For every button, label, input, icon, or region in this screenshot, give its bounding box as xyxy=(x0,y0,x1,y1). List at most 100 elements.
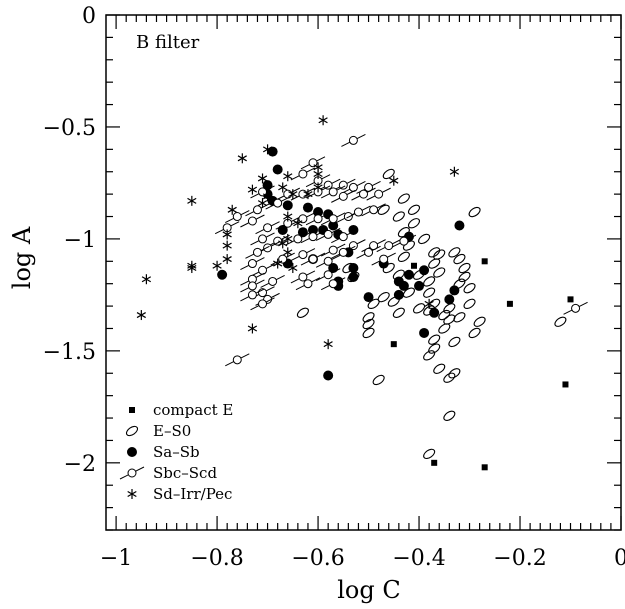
marker-stroke xyxy=(262,193,273,200)
marker-stroke xyxy=(313,170,323,177)
marker-stroke xyxy=(278,184,288,191)
series-filled-circle xyxy=(217,146,465,381)
marker-shape xyxy=(448,336,461,348)
marker-stroke xyxy=(237,155,247,162)
marker-shape xyxy=(419,265,430,276)
data-point xyxy=(293,218,303,229)
marker-shape xyxy=(323,256,333,266)
data-point xyxy=(348,263,359,274)
data-point xyxy=(423,287,436,298)
marker-stroke xyxy=(318,117,328,124)
data-point xyxy=(419,265,430,276)
data-point xyxy=(320,277,346,291)
data-point xyxy=(225,353,250,367)
marker-shape xyxy=(313,207,324,218)
marker-shape xyxy=(399,236,409,246)
marker-shape xyxy=(571,303,581,313)
data-point xyxy=(362,327,375,339)
data-point xyxy=(141,274,152,285)
marker-stroke xyxy=(212,262,222,269)
data-point xyxy=(262,191,273,202)
legend-marker xyxy=(129,407,135,413)
data-point xyxy=(397,251,410,262)
data-point xyxy=(227,204,237,215)
marker-shape xyxy=(267,146,278,157)
data-point xyxy=(463,283,476,294)
marker-shape xyxy=(362,327,375,339)
data-point xyxy=(433,267,446,278)
marker-shape xyxy=(413,303,426,314)
data-point xyxy=(240,257,265,270)
data-point xyxy=(245,245,270,259)
data-point xyxy=(433,363,446,374)
marker-stroke xyxy=(257,175,268,182)
marker-shape xyxy=(268,276,278,286)
data-point xyxy=(371,252,396,266)
data-point xyxy=(391,234,417,248)
data-point xyxy=(331,245,356,259)
marker-shape xyxy=(428,343,441,354)
data-point xyxy=(424,298,434,309)
data-point xyxy=(315,254,341,268)
data-point xyxy=(448,336,461,348)
data-point xyxy=(348,271,359,282)
data-point xyxy=(255,241,280,255)
marker-shape xyxy=(372,374,385,386)
marker-shape xyxy=(298,169,308,179)
data-point xyxy=(443,372,456,383)
marker-shape xyxy=(127,447,137,457)
marker-stroke xyxy=(187,265,197,272)
x-tick-label: 0 xyxy=(614,546,625,571)
marker-shape xyxy=(431,459,438,466)
data-point xyxy=(376,239,401,253)
data-point xyxy=(444,294,455,305)
marker-stroke xyxy=(247,186,258,193)
data-point xyxy=(403,269,414,280)
data-point xyxy=(250,185,275,199)
marker-shape xyxy=(323,180,333,190)
data-point xyxy=(567,296,574,303)
marker-stroke xyxy=(389,177,399,184)
data-point xyxy=(443,314,456,325)
marker-shape xyxy=(410,262,417,269)
data-point xyxy=(265,196,290,210)
legend-marker xyxy=(119,466,145,480)
marker-shape xyxy=(308,158,318,168)
marker-shape xyxy=(296,307,309,318)
marker-shape xyxy=(258,187,268,197)
data-point xyxy=(418,233,431,245)
marker-shape xyxy=(414,280,425,291)
data-point xyxy=(305,212,331,226)
data-point xyxy=(320,185,346,199)
marker-shape xyxy=(449,285,460,296)
data-point xyxy=(453,253,466,265)
marker-shape xyxy=(328,220,339,231)
marker-shape xyxy=(359,189,368,199)
marker-shape xyxy=(302,202,313,213)
data-point xyxy=(363,292,374,303)
marker-shape xyxy=(428,258,441,269)
data-point xyxy=(468,327,481,339)
marker-shape xyxy=(444,294,455,305)
data-point xyxy=(283,247,293,258)
data-point xyxy=(443,410,456,421)
marker-stroke xyxy=(187,197,197,204)
marker-shape xyxy=(448,368,461,379)
series-asterisk xyxy=(136,115,460,350)
marker-shape xyxy=(407,204,421,215)
y-tick-label: −0.5 xyxy=(43,116,96,141)
marker-shape xyxy=(443,410,456,421)
data-point xyxy=(362,318,375,330)
data-point xyxy=(295,277,321,291)
data-point xyxy=(290,167,316,181)
marker-shape xyxy=(443,303,456,314)
marker-stroke xyxy=(313,164,323,171)
marker-shape xyxy=(258,234,268,244)
data-point xyxy=(413,303,426,314)
marker-shape xyxy=(282,200,293,211)
marker-shape xyxy=(338,191,348,201)
marker-shape xyxy=(429,307,440,318)
marker-shape xyxy=(298,250,308,260)
data-point xyxy=(240,288,265,302)
y-tick-label: −2 xyxy=(64,452,96,477)
